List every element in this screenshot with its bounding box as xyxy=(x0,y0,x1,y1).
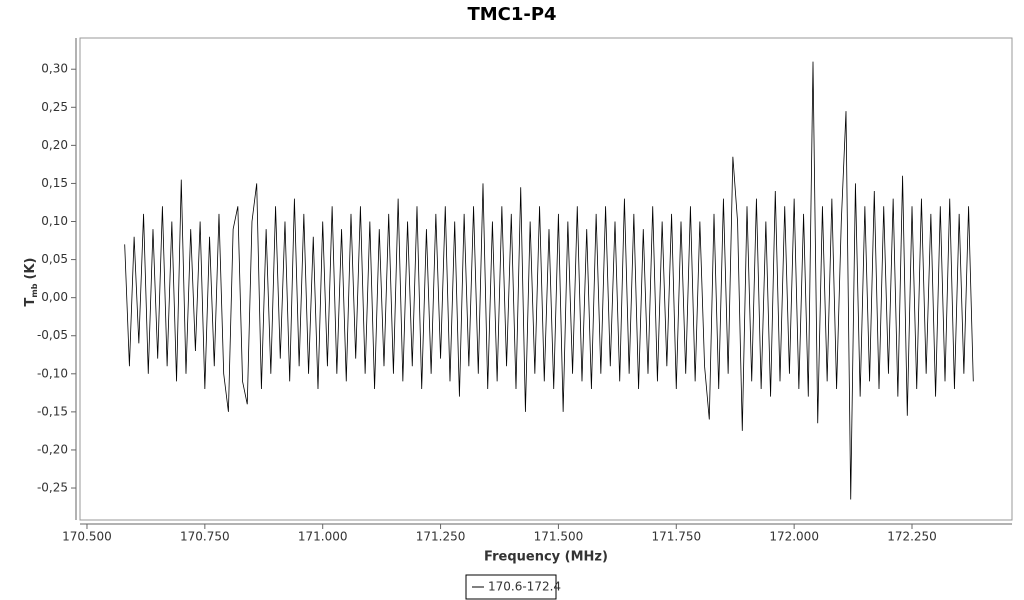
y-tick-label: 0,00 xyxy=(41,290,68,304)
y-tick-label: 0,10 xyxy=(41,214,68,228)
y-tick-label: 0,25 xyxy=(41,100,68,114)
x-tick-label: 171.000 xyxy=(298,530,348,544)
y-axis-title-unit: (K) xyxy=(23,258,38,280)
plot-frame xyxy=(79,37,1013,521)
chart-title: TMC1-P4 xyxy=(467,4,556,25)
y-tick-label: -0,15 xyxy=(37,404,68,418)
x-axis-title: Frequency (MHz) xyxy=(484,550,608,565)
y-tick-label: 0,05 xyxy=(41,252,68,266)
x-tick-label: 172.250 xyxy=(887,530,937,544)
x-tick-label: 171.250 xyxy=(416,530,466,544)
y-tick-label: 0,20 xyxy=(41,138,68,152)
x-tick-label: 171.750 xyxy=(651,530,701,544)
spectrum-line xyxy=(124,61,974,500)
y-tick-label: -0,05 xyxy=(37,328,68,342)
legend-label: 170.6-172.4 xyxy=(488,580,561,594)
y-tick-label: -0,20 xyxy=(37,442,68,456)
y-tick-label: 0,15 xyxy=(41,176,68,190)
y-axis-title: Tmb (K) xyxy=(23,258,39,307)
y-tick-label: 0,30 xyxy=(41,62,68,76)
y-tick-label: -0,10 xyxy=(37,366,68,380)
x-tick-label: 170.750 xyxy=(180,530,230,544)
x-tick-label: 171.500 xyxy=(534,530,584,544)
x-tick-label: 172.000 xyxy=(769,530,819,544)
y-tick-label: -0,25 xyxy=(37,481,68,495)
y-axis-title-main: T xyxy=(23,297,38,306)
y-axis-title-sub: mb xyxy=(30,283,39,297)
x-tick-label: 170.500 xyxy=(62,530,112,544)
